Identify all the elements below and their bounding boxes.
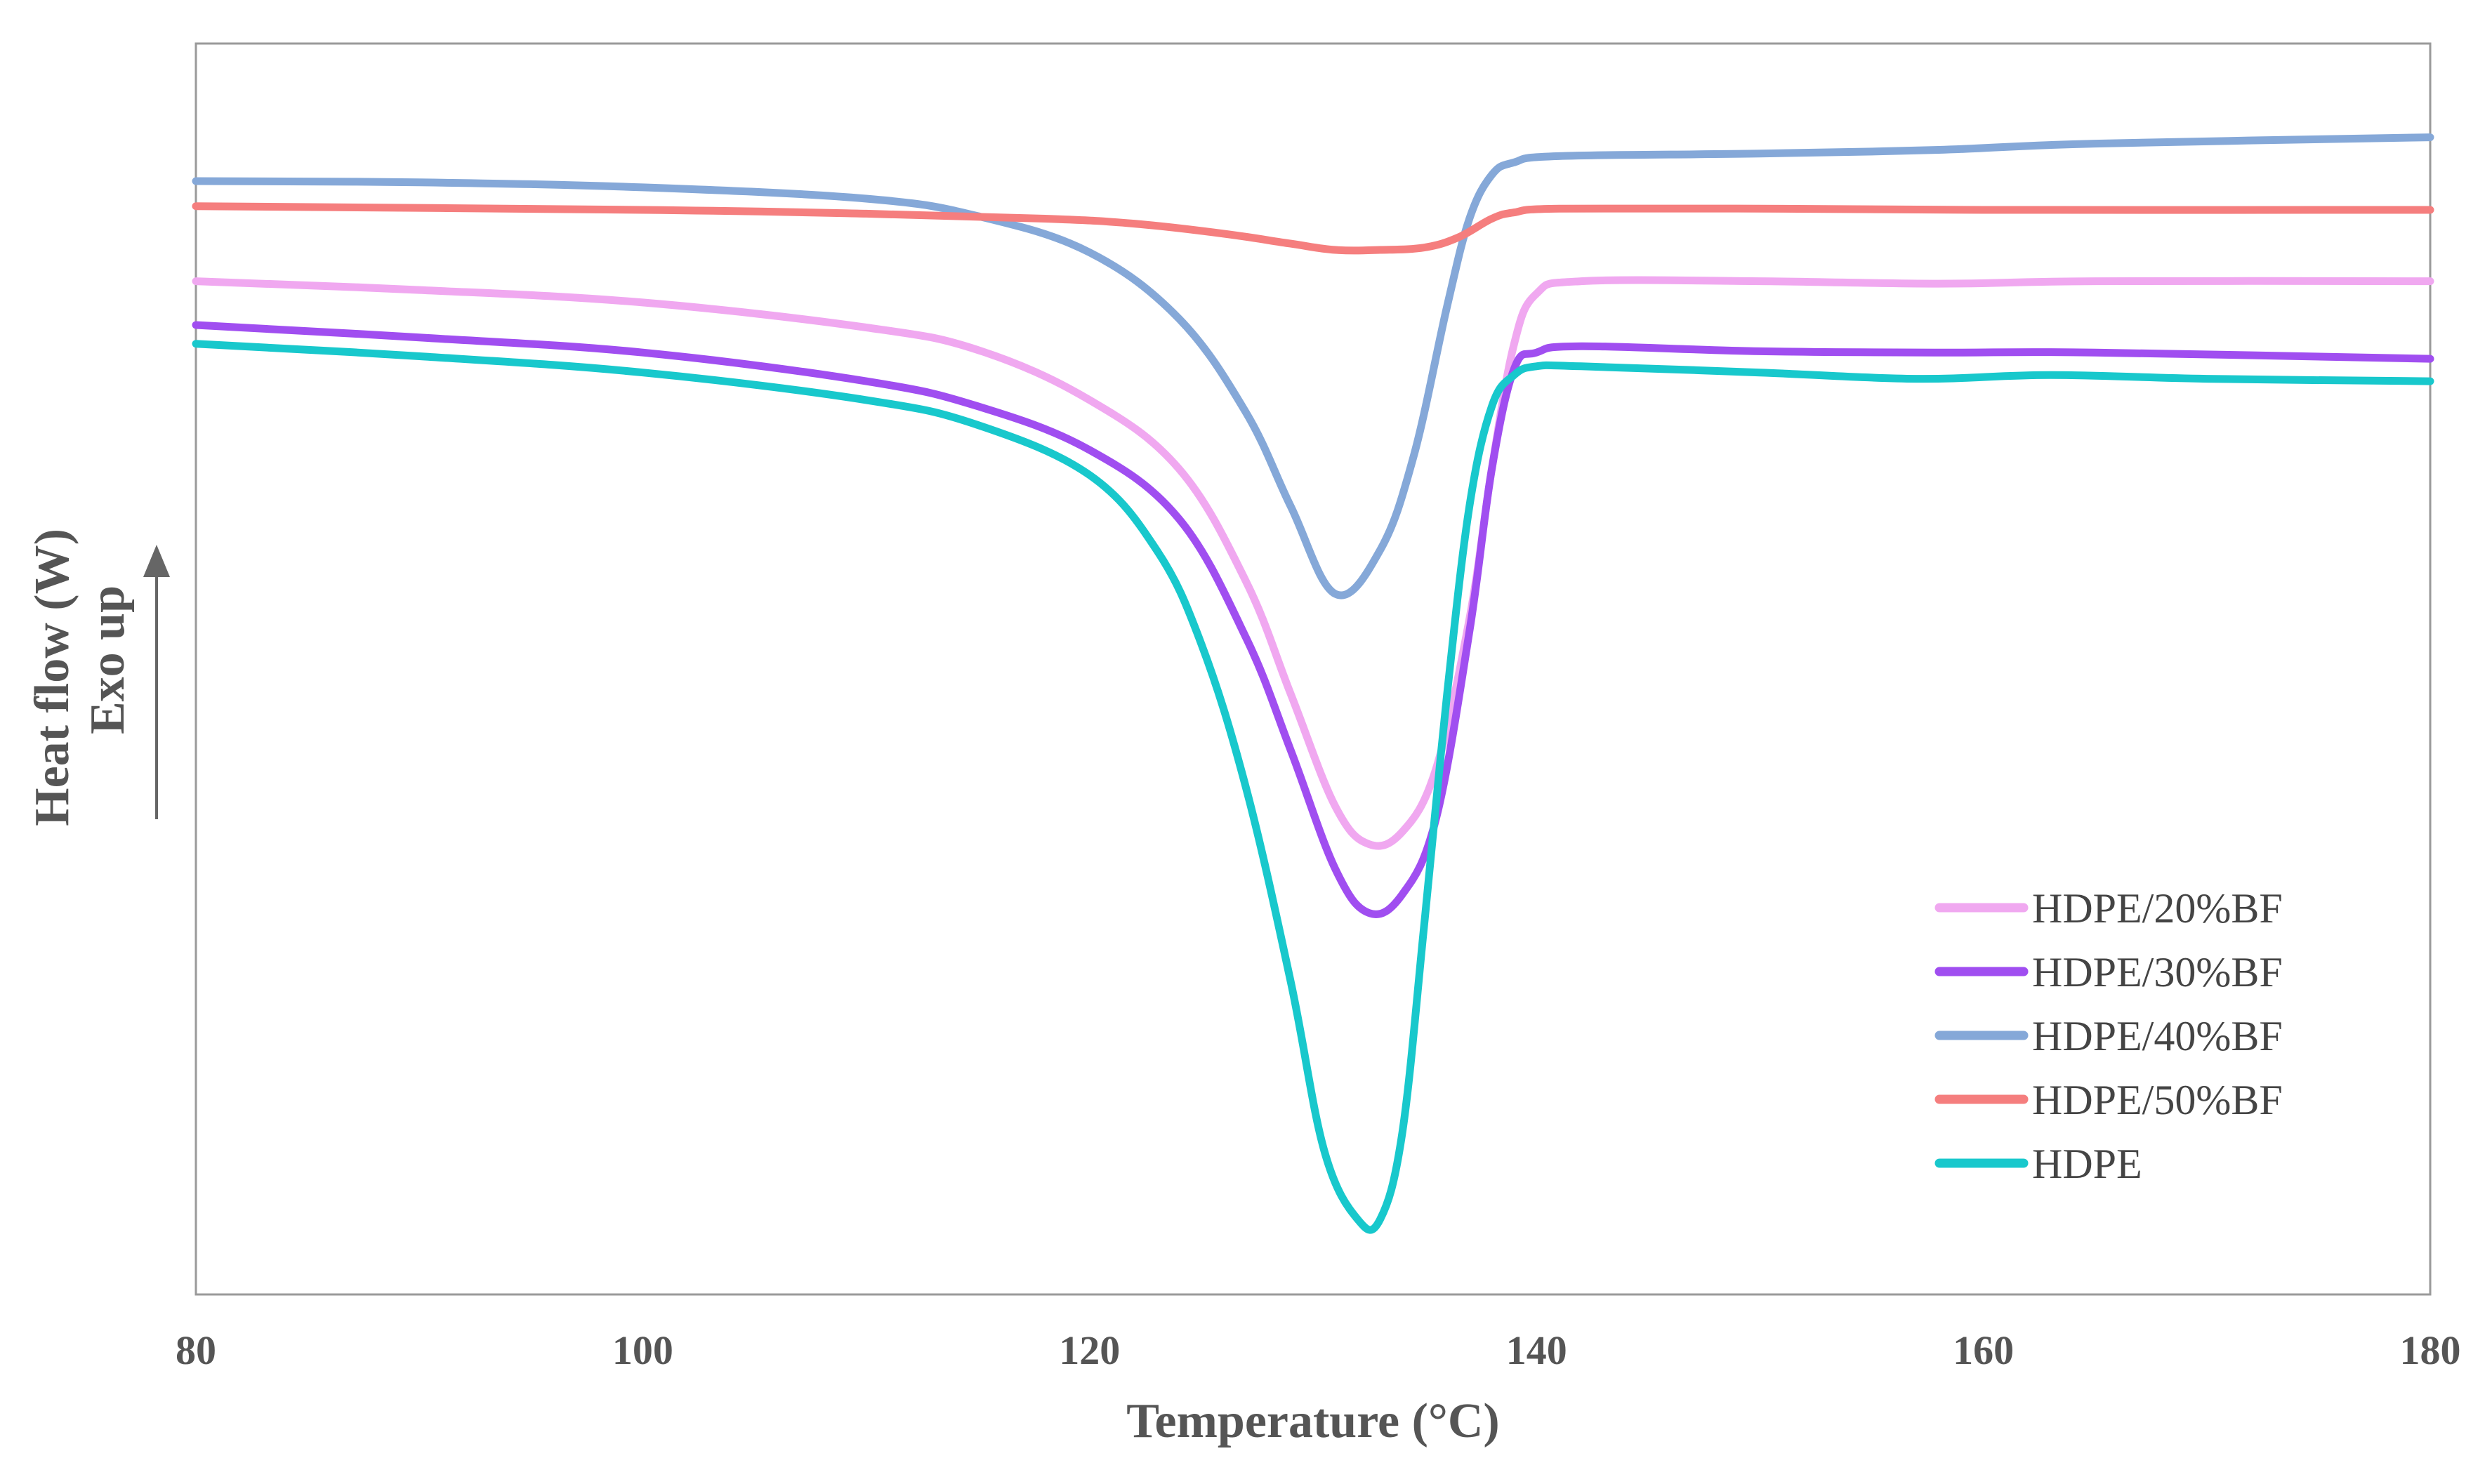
x-tick-label: 120 (1059, 1327, 1120, 1373)
series-layer (192, 133, 2434, 1234)
legend-label: HDPE/20%BF (2032, 885, 2283, 932)
exo-up-arrow-icon (143, 545, 170, 577)
x-tick-label: 100 (612, 1327, 673, 1373)
legend-label: HDPE/50%BF (2032, 1077, 2283, 1123)
legend-label: HDPE/40%BF (2032, 1013, 2283, 1059)
series-line-hdpe-30-bf (192, 321, 2434, 918)
legend-label: HDPE (2032, 1141, 2142, 1187)
series-line-hdpe-50-bf (192, 202, 2434, 255)
x-tick-label: 160 (1953, 1327, 2014, 1373)
y-axis-label: Heat flow (W) (25, 529, 79, 826)
legend: HDPE/20%BF HDPE/30%BF HDPE/40%BF HDPE/50%BF… (1934, 885, 2283, 1187)
x-tick-label: 140 (1506, 1327, 1567, 1373)
x-axis-label: Temperature (°C) (1126, 1394, 1500, 1448)
y-axis-sublabel: Exo up (81, 585, 135, 734)
series-line-hdpe (192, 340, 2434, 1234)
series-line-hdpe-20-bf (192, 276, 2434, 850)
plot-area-border (195, 42, 2432, 1296)
x-tick-label: 180 (2400, 1327, 2461, 1373)
y-axis-label-group: Heat flow (W) Exo up (25, 529, 170, 826)
x-tick-label: 80 (176, 1327, 216, 1373)
series-line-hdpe-40-bf (192, 133, 2434, 599)
legend-label: HDPE/30%BF (2032, 949, 2283, 995)
x-tick-labels: 80 100 120 140 160 180 (176, 1327, 2461, 1373)
